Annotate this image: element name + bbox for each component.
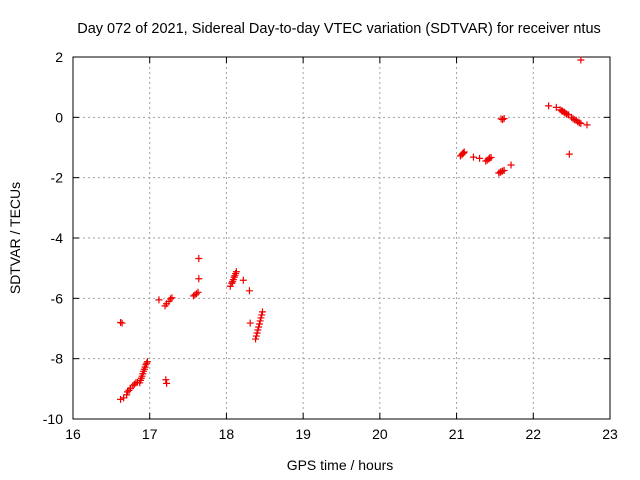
data-point (226, 282, 234, 290)
data-point (256, 317, 264, 325)
data-point (258, 311, 266, 319)
data-point (258, 308, 266, 316)
data-point (552, 103, 560, 111)
data-point (195, 275, 203, 283)
y-axis-label: SDTVAR / TECUs (7, 182, 23, 294)
data-point (255, 320, 263, 328)
data-point (168, 294, 176, 302)
data-point (577, 119, 585, 127)
data-point (569, 115, 577, 123)
x-tick-label: 22 (525, 426, 541, 442)
data-point (123, 391, 131, 399)
y-tick-label: 2 (55, 49, 63, 65)
data-point (117, 395, 125, 403)
data-point (583, 121, 591, 129)
data-point (500, 166, 508, 174)
data-point (143, 359, 151, 367)
y-tick-label: -4 (51, 230, 64, 246)
data-point (194, 288, 202, 296)
y-tick-label: -10 (43, 411, 63, 427)
data-point (163, 379, 171, 387)
data-point (245, 287, 253, 295)
y-tick-labels: -10 -8 -6 -4 -2 0 2 (43, 49, 63, 427)
data-point (476, 154, 484, 162)
data-point (469, 153, 477, 161)
data-point (129, 382, 137, 390)
x-axis-label: GPS time / hours (287, 457, 394, 473)
data-point (162, 376, 170, 384)
y-tick-label: -6 (51, 290, 64, 306)
data-point (252, 335, 260, 343)
x-tick-label: 21 (449, 426, 465, 442)
axis-ticks (72, 56, 611, 420)
data-point (123, 388, 131, 396)
data-point (499, 167, 507, 175)
grid-lines (73, 57, 610, 419)
data-point (486, 154, 494, 162)
data-point (193, 290, 201, 298)
x-tick-label: 19 (295, 426, 311, 442)
data-point (500, 115, 508, 123)
data-point (574, 118, 582, 126)
y-tick-label: -8 (51, 351, 64, 367)
data-point (257, 314, 265, 322)
y-tick-label: -2 (51, 170, 64, 186)
data-point (230, 273, 238, 281)
x-tick-labels: 16 17 18 19 20 21 22 23 (65, 426, 618, 442)
data-point (255, 323, 263, 331)
data-point (246, 319, 254, 327)
data-point (460, 148, 468, 156)
data-point (507, 161, 515, 169)
data-point (497, 168, 505, 176)
data-points (117, 56, 591, 403)
x-tick-label: 20 (372, 426, 388, 442)
data-point (142, 361, 150, 369)
x-tick-label: 23 (602, 426, 618, 442)
data-point (545, 102, 553, 110)
data-point (118, 319, 126, 327)
data-point (143, 358, 151, 366)
data-point (166, 295, 174, 303)
x-tick-label: 17 (142, 426, 158, 442)
data-point (565, 150, 573, 158)
data-point (195, 255, 203, 263)
data-point (487, 153, 495, 161)
x-tick-label: 16 (65, 426, 81, 442)
data-point (252, 332, 260, 340)
x-tick-label: 18 (219, 426, 235, 442)
data-point (254, 326, 262, 334)
data-point (117, 318, 125, 326)
chart-title: Day 072 of 2021, Sidereal Day-to-day VTE… (77, 21, 601, 37)
data-point (120, 394, 128, 402)
data-point (155, 296, 163, 304)
data-point (499, 115, 507, 123)
data-point (459, 150, 467, 158)
data-point (228, 279, 236, 287)
data-point (575, 119, 583, 127)
data-point (239, 276, 247, 284)
data-point (563, 110, 571, 118)
data-point (577, 56, 585, 64)
y-tick-label: 0 (55, 109, 63, 125)
data-point (232, 268, 240, 276)
data-point (253, 329, 261, 337)
data-point (459, 149, 467, 157)
